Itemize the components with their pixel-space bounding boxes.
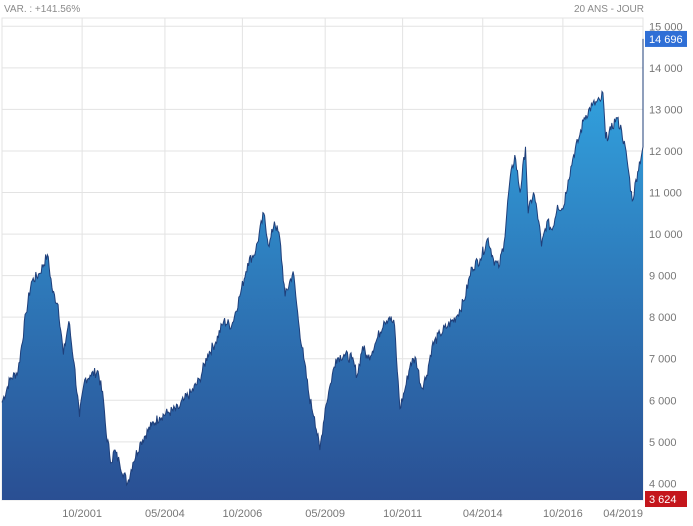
area-layer bbox=[1, 38, 644, 501]
y-axis: 4 000 5 000 6 000 7 000 8 000 9 000 10 000 11 0… bbox=[649, 21, 683, 490]
last-value-text: 14 696 bbox=[649, 34, 683, 46]
y-tick-label: 8 000 bbox=[649, 312, 677, 324]
y-tick-label: 10 000 bbox=[649, 229, 683, 241]
series-area bbox=[2, 38, 643, 501]
y-tick-label: 15 000 bbox=[649, 21, 683, 33]
value-badges: 14 696 3 624 bbox=[645, 30, 687, 508]
y-tick-label: 5 000 bbox=[649, 437, 677, 449]
y-tick-label: 14 000 bbox=[649, 63, 683, 75]
y-tick-label: 6 000 bbox=[649, 395, 677, 407]
x-tick-label: 05/2009 bbox=[305, 508, 345, 520]
y-tick-label: 9 000 bbox=[649, 271, 677, 283]
min-value-badge bbox=[645, 491, 687, 508]
x-tick-label: 10/2006 bbox=[222, 508, 262, 520]
variation-label: VAR. : +141.56% bbox=[4, 4, 81, 15]
x-tick-label: 10/2011 bbox=[383, 508, 422, 520]
x-tick-label: 10/2001 bbox=[62, 508, 102, 520]
y-tick-label: 13 000 bbox=[649, 104, 683, 116]
series-line bbox=[1, 38, 644, 487]
last-value-badge bbox=[645, 30, 687, 47]
y-tick-label: 4 000 bbox=[649, 478, 677, 490]
y-tick-label: 12 000 bbox=[649, 146, 683, 158]
x-axis: 10/2001 05/2004 10/2006 05/2009 10/2011 04/20… bbox=[62, 508, 643, 520]
x-tick-label: 04/2014 bbox=[463, 508, 503, 520]
x-tick-label: 10/2016 bbox=[543, 508, 583, 520]
period-label: 20 ANS - JOUR bbox=[573, 4, 644, 15]
x-tick-label: 05/2004 bbox=[145, 508, 185, 520]
y-tick-label: 7 000 bbox=[649, 354, 677, 366]
x-tick-label: 04/2019 bbox=[603, 508, 643, 520]
min-value-text: 3 624 bbox=[649, 494, 677, 506]
y-tick-label: 11 000 bbox=[649, 188, 682, 200]
